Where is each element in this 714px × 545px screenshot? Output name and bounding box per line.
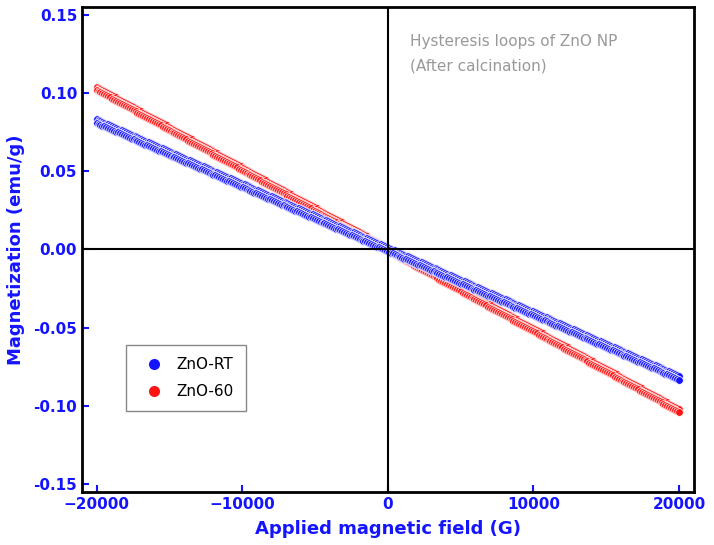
X-axis label: Applied magnetic field (G): Applied magnetic field (G) bbox=[255, 520, 521, 538]
Text: Hysteresis loops of ZnO NP
(After calcination): Hysteresis loops of ZnO NP (After calcin… bbox=[410, 34, 617, 73]
Legend: ZnO-RT, ZnO-60: ZnO-RT, ZnO-60 bbox=[126, 345, 246, 411]
Y-axis label: Magnetization (emu/g): Magnetization (emu/g) bbox=[7, 134, 25, 365]
